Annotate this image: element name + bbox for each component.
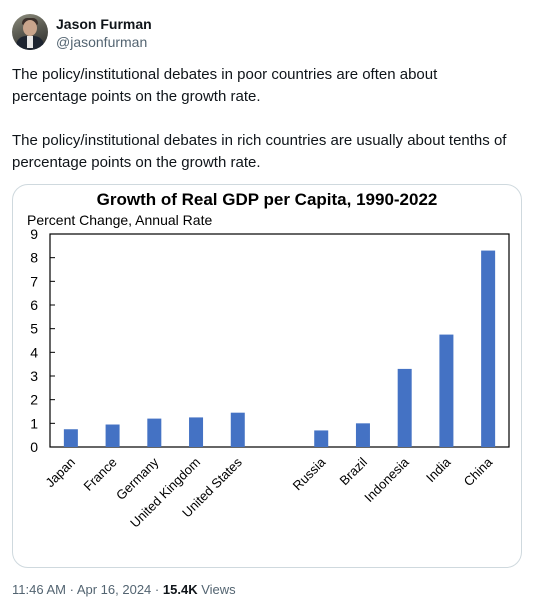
author-name[interactable]: Jason Furman [56,16,152,32]
views-count: 15.4K [162,582,198,597]
avatar-shirt [27,36,33,48]
bar-russia [314,430,329,447]
chart-title: Growth of Real GDP per Capita, 1990-2022 [97,190,438,209]
author-handle[interactable]: @jasonfurman [56,34,148,50]
tweet-paragraph: The policy/institutional debates in poor… [12,66,438,105]
tweet-time[interactable]: 11:46 AM [12,582,66,597]
tweet-media-chart[interactable]: Growth of Real GDP per Capita, 1990-2022… [12,184,522,568]
tweet-date[interactable]: Apr 16, 2024 [76,582,152,597]
bar-united-kingdom [189,417,204,447]
y-tick-label: 7 [30,273,38,289]
bar-japan [63,429,78,447]
x-tick-label: India [423,454,454,485]
y-tick-label: 4 [30,344,38,360]
x-tick-label: Brazil [336,454,370,488]
x-tick-label: France [80,455,119,494]
y-tick-label: 8 [30,250,38,266]
y-tick-label: 0 [30,439,38,455]
x-tick-label: China [461,454,496,489]
avatar[interactable] [12,14,48,50]
y-tick-label: 6 [30,297,38,313]
bar-brazil [355,423,370,447]
bar-india [439,334,454,447]
bar-china [481,250,496,447]
bar-united-states [230,412,245,447]
x-tick-label: Indonesia [361,454,412,505]
y-tick-label: 1 [30,415,38,431]
bar-germany [147,418,162,447]
tweet-meta: 11:46 AM · Apr 16, 2024 · 15.4K Views [12,582,236,597]
meta-separator: · [69,582,74,597]
tweet-text: The policy/institutional debates in poor… [12,64,512,174]
views-label: Views [201,582,236,597]
chart-svg: Growth of Real GDP per Capita, 1990-2022… [27,190,510,531]
avatar-face [23,20,37,36]
y-tick-label: 5 [30,321,38,337]
x-tick-label: Japan [42,455,78,491]
meta-separator: · [154,582,160,597]
chart-frame [49,233,510,448]
x-tick-label: Russia [290,454,329,493]
tweet-paragraph: The policy/institutional debates in rich… [12,132,507,171]
chart-y-axis-label: Percent Change, Annual Rate [27,212,212,228]
y-tick-label: 2 [30,392,38,408]
y-tick-label: 3 [30,368,38,384]
bar-france [105,424,120,447]
y-tick-label: 9 [30,226,38,242]
bar-indonesia [397,368,412,447]
